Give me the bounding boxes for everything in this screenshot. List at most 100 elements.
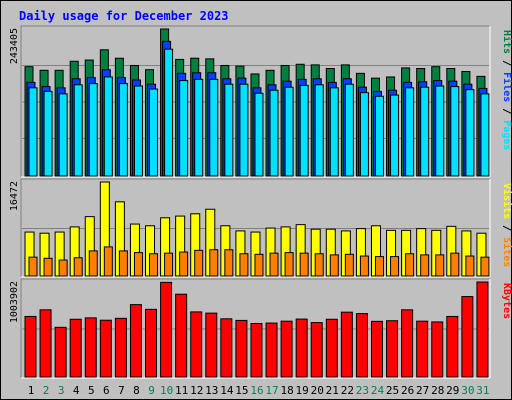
pages-bar-day-15 <box>239 83 249 177</box>
sites-bar-day-4 <box>73 257 83 277</box>
day-label-5: 5 <box>88 384 95 397</box>
kbytes-bar-day-26 <box>401 309 414 378</box>
pages-bar-day-9 <box>149 88 159 177</box>
sites-bar-day-7 <box>118 250 128 277</box>
chart-title: Daily usage for December 2023 <box>19 9 229 23</box>
sites-bar-day-26 <box>405 253 415 277</box>
day-label-19: 19 <box>296 384 309 397</box>
sites-bar-day-6 <box>103 246 113 277</box>
legend-panel-3: KBytes <box>501 283 512 319</box>
kbytes-bar-day-5 <box>84 317 97 378</box>
pages-bar-day-7 <box>118 83 128 177</box>
sites-bar-day-5 <box>88 250 98 277</box>
sites-bar-day-2 <box>43 257 53 277</box>
legend-separator: / <box>501 54 512 72</box>
day-label-10: 10 <box>160 384 173 397</box>
sites-bar-day-3 <box>58 259 68 277</box>
kbytes-bar-day-6 <box>99 319 112 378</box>
pages-bar-day-16 <box>254 92 264 177</box>
pages-bar-day-10 <box>164 48 174 177</box>
sites-bar-day-16 <box>254 253 264 277</box>
sites-bar-day-21 <box>329 254 339 277</box>
sites-bar-day-24 <box>374 256 384 277</box>
day-label-31: 31 <box>476 384 489 397</box>
sites-bar-day-30 <box>465 255 475 277</box>
sites-bar-day-11 <box>179 251 189 277</box>
pages-bar-day-4 <box>73 84 83 177</box>
kbytes-bar-day-11 <box>175 293 188 378</box>
day-label-14: 14 <box>220 384 234 397</box>
kbytes-bar-day-8 <box>129 304 142 378</box>
kbytes-bar-day-15 <box>235 319 248 378</box>
pages-bar-day-1 <box>28 87 38 177</box>
pages-bar-day-22 <box>344 83 354 177</box>
kbytes-bar-day-13 <box>205 312 218 378</box>
day-label-13: 13 <box>205 384 218 397</box>
kbytes-bar-day-24 <box>370 320 383 378</box>
day-label-12: 12 <box>190 384 203 397</box>
legend-item-files: Files <box>501 72 512 102</box>
y-max-label-panel-1: 243405 <box>9 28 20 64</box>
sites-bar-day-9 <box>149 253 159 277</box>
day-label-25: 25 <box>386 384 399 397</box>
sites-bar-day-8 <box>133 252 143 277</box>
day-label-23: 23 <box>356 384 369 397</box>
day-label-4: 4 <box>73 384 80 397</box>
day-label-6: 6 <box>103 384 110 397</box>
pages-bar-day-28 <box>435 85 445 177</box>
kbytes-bar-day-7 <box>114 317 127 378</box>
pages-bar-day-21 <box>329 87 339 177</box>
sites-bar-day-23 <box>359 255 369 277</box>
pages-bar-day-31 <box>480 93 490 177</box>
day-label-17: 17 <box>265 384 278 397</box>
pages-bar-day-25 <box>390 94 400 177</box>
kbytes-bar-day-22 <box>340 311 353 378</box>
legend-item-pages: Pages <box>501 120 512 150</box>
pages-bar-day-29 <box>450 86 460 177</box>
pages-bar-day-5 <box>88 83 98 177</box>
pages-bar-day-18 <box>284 86 294 177</box>
sites-bar-day-29 <box>450 252 460 277</box>
pages-bar-day-13 <box>209 78 219 177</box>
day-label-3: 3 <box>58 384 65 397</box>
day-label-21: 21 <box>326 384 339 397</box>
legend-item-kbytes: KBytes <box>501 283 512 319</box>
legend-separator: / <box>501 102 512 120</box>
pages-bar-day-23 <box>359 92 369 177</box>
kbytes-bar-day-16 <box>250 323 263 378</box>
day-label-27: 27 <box>416 384 429 397</box>
day-label-7: 7 <box>118 384 125 397</box>
kbytes-bar-day-4 <box>69 318 82 378</box>
kbytes-bar-day-27 <box>416 320 429 378</box>
legend-item-sites: Sites <box>501 237 512 267</box>
kbytes-bar-day-18 <box>280 320 293 378</box>
pages-bar-day-8 <box>133 85 143 177</box>
pages-bar-day-3 <box>58 93 68 177</box>
sites-bar-day-17 <box>269 252 279 277</box>
kbytes-bar-day-9 <box>145 308 158 378</box>
pages-bar-day-12 <box>194 78 204 177</box>
day-label-26: 26 <box>401 384 414 397</box>
kbytes-bar-day-10 <box>160 281 173 378</box>
kbytes-bar-day-1 <box>24 315 37 378</box>
day-label-8: 8 <box>133 384 140 397</box>
kbytes-bar-day-12 <box>190 311 203 378</box>
kbytes-bar-day-20 <box>310 322 323 378</box>
kbytes-bar-day-21 <box>325 318 338 378</box>
sites-bar-day-25 <box>390 256 400 277</box>
day-label-22: 22 <box>341 384 354 397</box>
y-max-label-panel-2: 16472 <box>9 181 20 211</box>
sites-bar-day-15 <box>239 253 249 277</box>
kbytes-bar-day-29 <box>446 315 459 378</box>
pages-bar-day-2 <box>43 90 53 177</box>
pages-bar-day-6 <box>103 76 113 177</box>
day-label-29: 29 <box>446 384 459 397</box>
day-label-18: 18 <box>280 384 293 397</box>
pages-bar-day-11 <box>179 80 189 177</box>
day-label-2: 2 <box>43 384 50 397</box>
pages-bar-day-14 <box>224 83 234 177</box>
kbytes-bar-day-17 <box>265 322 278 378</box>
kbytes-bar-day-31 <box>476 281 489 378</box>
day-label-11: 11 <box>175 384 188 397</box>
legend-panel-2: Visits / Sites <box>501 183 512 267</box>
